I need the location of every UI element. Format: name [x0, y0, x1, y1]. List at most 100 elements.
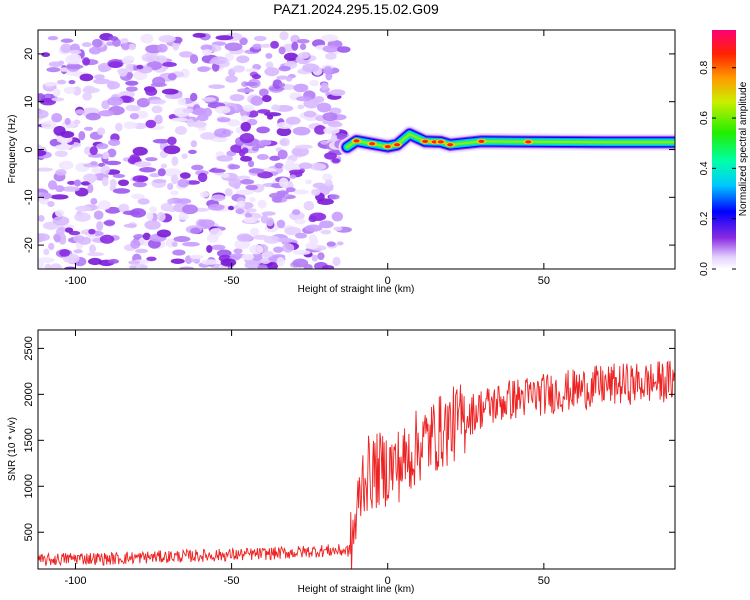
spectrogram-noise-speckle — [253, 35, 267, 42]
spectrogram-noise-speckle — [38, 257, 55, 263]
spectrogram-noise-speckle — [98, 110, 115, 117]
spectrogram-noise-speckle — [266, 114, 274, 120]
spectrogram-noise-speckle — [152, 138, 170, 144]
spectrogram-noise-speckle — [244, 212, 253, 218]
spectrogram-noise-speckle — [170, 174, 179, 185]
spectrogram-noise-speckle — [333, 226, 343, 231]
spectrogram-noise-speckle — [228, 164, 241, 170]
spectrogram-noise-speckle — [260, 43, 271, 48]
spectrogram-noise-speckle — [251, 73, 261, 80]
spectrogram-noise-speckle — [317, 252, 325, 261]
spectrogram-noise-speckle — [264, 67, 280, 77]
spectrogram-noise-speckle — [82, 57, 91, 66]
spectrogram-peak — [478, 139, 485, 143]
spectrogram-noise-speckle — [243, 217, 257, 224]
spectrogram-noise-speckle — [178, 266, 195, 269]
spectrogram-noise-speckle — [322, 45, 339, 53]
spectrogram-noise-speckle — [279, 31, 289, 41]
spectrogram-noise-speckle — [38, 233, 46, 243]
spectrogram-noise-speckle — [49, 263, 63, 269]
spectrogram-noise-speckle — [53, 125, 66, 136]
spectrogram-noise-speckle — [136, 97, 150, 108]
spectrogram-noise-speckle — [304, 224, 323, 232]
spectrogram-noise-speckle — [192, 32, 206, 38]
spectrogram-noise-speckle — [303, 110, 317, 118]
colorbar-label: Normalized spectral amplitude — [738, 81, 749, 216]
spectrogram-noise-speckle — [181, 204, 198, 215]
spectrogram-noise-speckle — [236, 233, 253, 242]
spectrogram-noise-speckle — [161, 88, 179, 95]
spectrogram-noise-speckle — [44, 82, 58, 87]
spectrogram-noise-speckle — [321, 34, 339, 42]
spectrogram-noise-speckle — [208, 168, 226, 173]
spectrogram-noise-speckle — [224, 42, 243, 52]
spectrogram-noise-speckle — [128, 260, 141, 265]
spectrogram-noise-speckle — [185, 180, 200, 185]
spectrogram-noise-speckle — [47, 201, 55, 208]
spectrogram-noise-speckle — [236, 175, 251, 180]
spectrogram-noise-speckle — [67, 180, 76, 185]
spectrogram-noise-speckle — [98, 64, 109, 73]
spectrogram-noise-speckle — [129, 112, 139, 120]
spectrogram-noise — [38, 31, 352, 269]
snr-x-tick-label: 50 — [538, 575, 550, 587]
spectrogram-noise-speckle — [167, 136, 177, 146]
snr-y-ticks: 500 1000 1500 2000 2500 — [23, 336, 675, 541]
spectrogram-noise-speckle — [240, 155, 252, 162]
spectrogram-noise-speckle — [252, 43, 262, 50]
spectrogram-noise-speckle — [297, 52, 310, 59]
spectrogram-noise-speckle — [288, 169, 304, 175]
snr-y-axis-label: SNR (10 * v/v) — [7, 417, 18, 481]
spectrogram-noise-speckle — [305, 242, 319, 250]
spectrogram-noise-speckle — [313, 96, 325, 103]
spectrogram-noise-speckle — [227, 119, 241, 127]
spectrogram-noise-speckle — [320, 229, 332, 235]
spectrogram-noise-speckle — [88, 46, 102, 55]
spectrogram-noise-speckle — [179, 51, 194, 58]
spectrogram-x-ticks: -100 -50 0 50 — [64, 30, 550, 287]
spectrogram-noise-speckle — [51, 97, 65, 102]
spectrogram-noise-speckle — [125, 104, 138, 112]
spectrogram-noise-speckle — [172, 40, 180, 51]
spectrogram-noise-speckle — [324, 179, 333, 187]
snr-y-tick-label: 1000 — [23, 474, 35, 498]
colorbar-tick-label: 0.6 — [699, 111, 710, 125]
spectrogram-noise-speckle — [84, 146, 92, 155]
spectrogram-noise-speckle — [132, 146, 148, 156]
spectrogram-noise-speckle — [296, 96, 313, 102]
spectrogram-noise-speckle — [322, 112, 338, 122]
spectrogram-noise-speckle — [145, 157, 158, 162]
spectrogram-noise-speckle — [297, 104, 305, 110]
spectrogram-noise-speckle — [258, 139, 272, 146]
spectrogram-noise-speckle — [197, 66, 210, 73]
snr-frame — [37, 329, 676, 570]
spectrogram-noise-speckle — [278, 65, 291, 72]
snr-series-line — [38, 360, 675, 569]
spectrogram-noise-speckle — [160, 163, 168, 169]
spectrogram-noise-speckle — [321, 265, 335, 269]
spectrogram-noise-speckle — [276, 127, 292, 137]
spectrogram-peak — [447, 143, 454, 147]
spectrogram-noise-speckle — [88, 228, 96, 235]
spectrogram-noise-speckle — [137, 198, 150, 205]
spectrogram-noise-speckle — [108, 139, 121, 147]
spectrogram-y-tick-label: 20 — [23, 48, 35, 60]
spectrogram-noise-speckle — [305, 179, 313, 185]
spectrogram-noise-speckle — [112, 173, 126, 179]
snr-x-tick-label: 0 — [385, 575, 391, 587]
spectrogram-noise-speckle — [142, 232, 151, 241]
spectrogram-noise-speckle — [96, 221, 104, 231]
spectrogram-noise-speckle — [209, 59, 227, 65]
spectrogram-noise-speckle — [60, 38, 74, 43]
spectrogram-noise-speckle — [322, 173, 333, 182]
spectrogram-noise-speckle — [208, 84, 226, 89]
snr-x-tick-label: -100 — [64, 575, 86, 587]
spectrogram-noise-speckle — [94, 74, 105, 80]
spectrogram-noise-speckle — [206, 245, 213, 253]
spectrogram-noise-speckle — [87, 183, 94, 194]
spectrogram-noise-speckle — [227, 205, 235, 211]
colorbar-gradient — [712, 30, 736, 269]
figure-title: PAZ1.2024.295.15.02.G09 — [273, 1, 439, 17]
spectrogram-noise-speckle — [65, 64, 84, 70]
spectrogram-noise-speckle — [285, 76, 293, 82]
